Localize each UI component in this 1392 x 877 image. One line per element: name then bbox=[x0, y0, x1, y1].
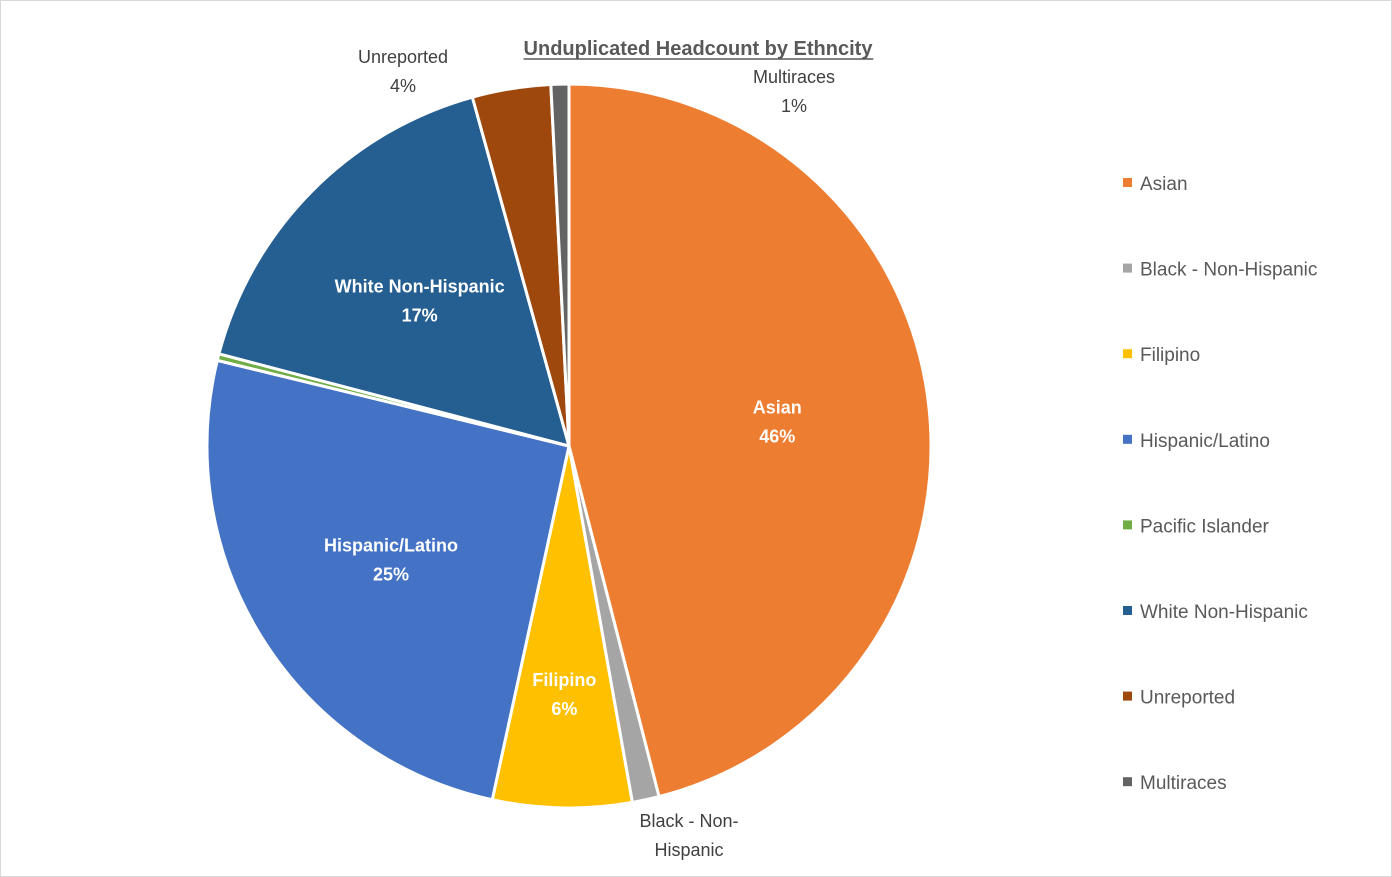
legend-label: Black - Non-Hispanic bbox=[1140, 260, 1317, 281]
pie-slice-multiraces bbox=[549, 82, 571, 448]
data-label-filipino: Filipino 6% bbox=[532, 670, 596, 719]
data-label-white-non-hispanic: White Non-Hispanic 17% bbox=[335, 277, 505, 326]
legend-label: Multiraces bbox=[1140, 773, 1227, 794]
data-label-black-non-hispanic: Black - Non-Hispanic bbox=[639, 811, 738, 860]
legend-swatch bbox=[1123, 691, 1132, 701]
data-label-unreported: Unreported 4% bbox=[358, 47, 448, 96]
legend-swatch bbox=[1123, 434, 1132, 444]
legend-swatch bbox=[1123, 263, 1132, 273]
legend-item-asian: Asian bbox=[1123, 174, 1188, 195]
legend-item-pacific-islander: Pacific Islander bbox=[1123, 516, 1270, 537]
data-label-asian: Asian 46% bbox=[753, 398, 802, 447]
legend-label: White Non-Hispanic bbox=[1140, 602, 1308, 623]
pie-data-labels: Asian 46% Black - Non-Hispanic Filipino 6% Hi… bbox=[324, 47, 835, 860]
pie-slice-filipino bbox=[490, 444, 634, 810]
legend-swatch bbox=[1123, 520, 1132, 530]
legend-item-unreported: Unreported bbox=[1123, 688, 1235, 709]
legend-swatch bbox=[1123, 178, 1132, 187]
chart-title-group: Unduplicated Headcount by Ethncity bbox=[523, 38, 874, 60]
legend-label: Hispanic/Latino bbox=[1140, 431, 1270, 452]
pie-slices bbox=[205, 82, 933, 810]
pie-slice-white-non-hispanic bbox=[217, 95, 571, 448]
legend-swatch bbox=[1123, 349, 1132, 359]
pie-slice-hispanic-latino bbox=[205, 358, 571, 802]
legend-item-multiraces: Multiraces bbox=[1123, 773, 1227, 794]
legend-item-white-non-hispanic: White Non-Hispanic bbox=[1123, 602, 1308, 623]
pie-slice-asian bbox=[567, 82, 933, 799]
chart-title: Unduplicated Headcount by Ethncity bbox=[524, 38, 874, 60]
legend-label: Pacific Islander bbox=[1140, 516, 1270, 537]
legend-label: Asian bbox=[1140, 174, 1188, 195]
legend-label: Filipino bbox=[1140, 345, 1200, 366]
legend-item-filipino: Filipino bbox=[1123, 345, 1200, 366]
legend-label: Unreported bbox=[1140, 688, 1235, 709]
chart-legend: Asian Black - Non-Hispanic Filipino Hispani… bbox=[1123, 174, 1317, 794]
legend-item-hispanic-latino: Hispanic/Latino bbox=[1123, 431, 1270, 452]
legend-item-black-non-hispanic: Black - Non-Hispanic bbox=[1123, 260, 1317, 281]
data-label-multiraces: Multiraces 1% bbox=[753, 67, 835, 116]
legend-swatch bbox=[1123, 777, 1132, 787]
data-label-hispanic-latino: Hispanic/Latino 25% bbox=[324, 535, 458, 584]
legend-swatch bbox=[1123, 606, 1132, 615]
